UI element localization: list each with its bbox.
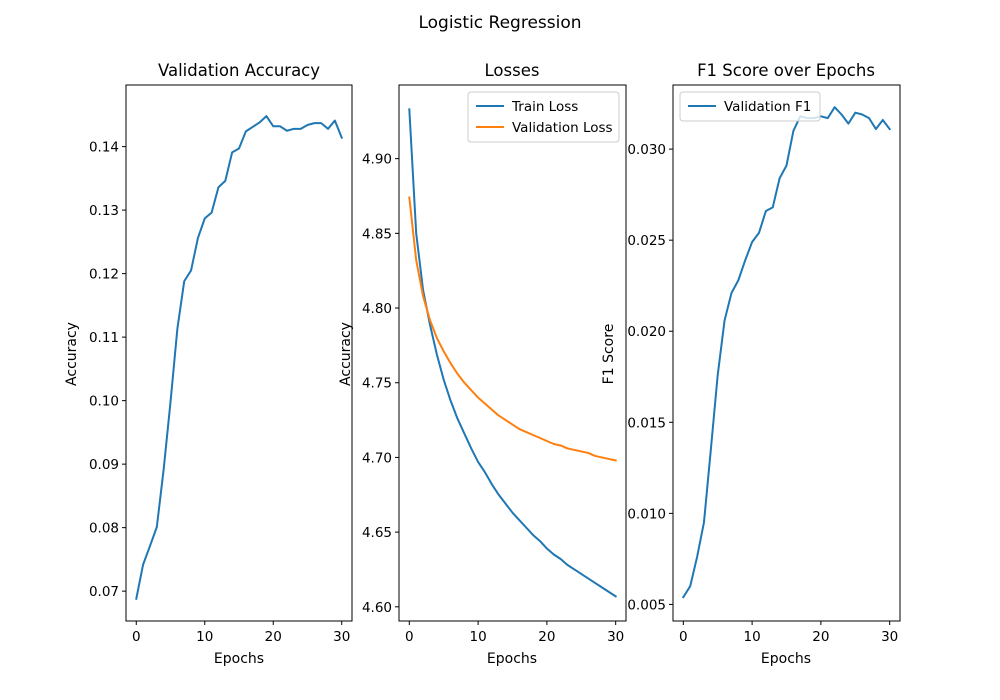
- y-tick-label: 0.020: [627, 324, 666, 340]
- y-tick-label: 0.14: [89, 140, 119, 156]
- x-tick-label: 0: [679, 629, 688, 645]
- axes-frame: [672, 84, 901, 622]
- series-line-validation-loss: [408, 196, 617, 462]
- losses-panel: Losses Epochs Accuracy 0 10 20 30 4.60 4.65 4.…: [338, 61, 627, 667]
- y-tick-label: 4.60: [362, 600, 392, 616]
- x-tick-label: 30: [881, 629, 898, 645]
- y-axis-label: Accuracy: [338, 322, 354, 386]
- y-tick-label: 0.08: [89, 521, 119, 537]
- axes-frame: [398, 84, 627, 622]
- y-tick-label: 0.015: [627, 415, 666, 431]
- y-tick-label: 4.85: [362, 226, 392, 242]
- y-tick-label: 0.13: [89, 203, 119, 219]
- y-tick-label: 0.11: [89, 330, 119, 346]
- legend-box: [679, 91, 821, 122]
- axes-frame: [125, 84, 353, 622]
- y-tick-label: 4.70: [362, 450, 392, 466]
- figure-title: Logistic Regression: [418, 13, 581, 33]
- y-tick-label: 4.75: [362, 376, 392, 392]
- y-tick-label: 0.10: [89, 394, 119, 410]
- x-axis-label: Epochs: [214, 651, 264, 667]
- y-tick-label: 0.12: [89, 267, 119, 283]
- legend-label: Train Loss: [511, 99, 578, 115]
- x-tick-label: 20: [538, 629, 555, 645]
- x-axis-label: Epochs: [761, 651, 811, 667]
- x-tick-label: 30: [607, 629, 624, 645]
- accuracy-panel: Validation Accuracy Epochs Accuracy 0 10 2…: [64, 61, 353, 667]
- y-tick-label: 0.030: [627, 142, 666, 158]
- legend-label: Validation Loss: [512, 120, 613, 136]
- y-tick-label: 0.005: [627, 597, 666, 613]
- x-tick-label: 10: [744, 629, 761, 645]
- x-tick-label: 10: [470, 629, 487, 645]
- y-tick-label: 0.09: [89, 457, 119, 473]
- legend: Train Loss Validation Loss: [467, 91, 620, 143]
- x-tick-label: 0: [132, 629, 141, 645]
- panel-title: Validation Accuracy: [158, 61, 320, 80]
- x-tick-label: 20: [265, 629, 282, 645]
- y-tick-label: 4.65: [362, 525, 392, 541]
- y-tick-label: 0.07: [89, 584, 119, 600]
- series-line-accuracy: [135, 115, 344, 600]
- panel-title: F1 Score over Epochs: [697, 61, 875, 80]
- legend: Validation F1: [679, 91, 821, 122]
- f1-panel: F1 Score over Epochs Epochs F1 Score 0 10…: [601, 61, 901, 667]
- x-axis-label: Epochs: [487, 651, 537, 667]
- y-axis-label: Accuracy: [64, 322, 80, 386]
- x-tick-label: 10: [196, 629, 213, 645]
- y-tick-label: 0.010: [627, 506, 666, 522]
- x-tick-label: 30: [333, 629, 350, 645]
- legend-box: [467, 91, 620, 143]
- y-tick-label: 0.025: [627, 233, 666, 249]
- panel-title: Losses: [485, 61, 540, 80]
- y-tick-label: 4.80: [362, 301, 392, 317]
- series-line-validation-f1: [681, 106, 892, 599]
- series-line-train-loss: [408, 108, 618, 598]
- x-tick-label: 0: [405, 629, 414, 645]
- y-axis-label: F1 Score: [601, 324, 617, 385]
- x-tick-label: 20: [812, 629, 829, 645]
- legend-label: Validation F1: [724, 99, 811, 115]
- y-tick-label: 4.90: [362, 152, 392, 168]
